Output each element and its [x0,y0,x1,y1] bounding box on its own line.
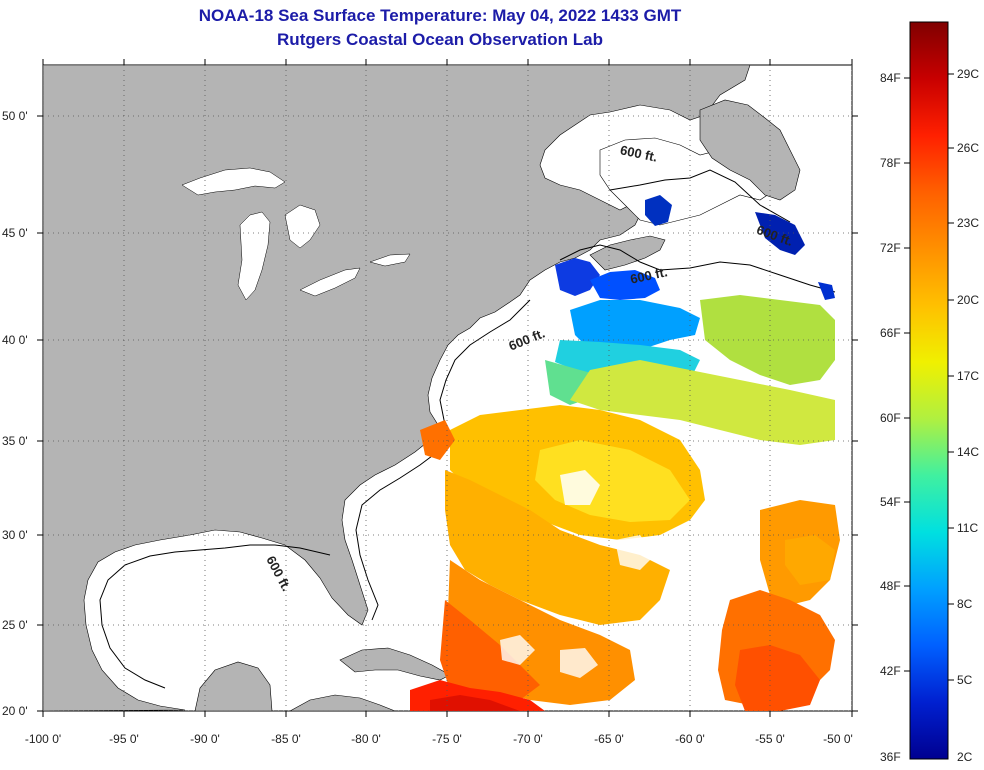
frame-ticks [37,59,858,717]
colorbar-f-label: 84F [880,71,901,85]
nova-scotia [589,235,666,271]
lake-michigan-huron [237,204,321,301]
north-america-land [43,65,751,711]
colorbar-c-label: 29C [957,67,980,81]
x-tick-label: -75 0' [432,732,462,746]
central-america [289,694,396,711]
map-subtitle: Rutgers Coastal Ocean Observation Lab [277,30,603,49]
cuba [339,647,451,681]
colorbar-c-label: 8C [957,597,973,611]
colorbar-f-label: 78F [880,156,901,170]
colorbar-f-label: 60F [880,411,901,425]
colorbar [909,21,949,760]
colorbar-c-label: 5C [957,673,973,687]
yucatan [194,661,273,711]
map-title: NOAA-18 Sea Surface Temperature: May 04,… [198,6,682,25]
colorbar-c-label: 20C [957,293,980,307]
x-tick-label: -55 0' [755,732,785,746]
colorbar-c-label: 2C [957,750,973,764]
x-tick-label: -85 0' [271,732,301,746]
colorbar-ticks [904,73,954,681]
x-tick-label: -70 0' [513,732,543,746]
x-tick-label: -60 0' [675,732,705,746]
y-tick-label: 35 0' [2,434,28,448]
colorbar-c-label: 17C [957,369,980,383]
colorbar-f-label: 42F [880,664,901,678]
y-tick-label: 30 0' [2,528,28,542]
y-tick-label: 40 0' [2,333,28,347]
newfoundland [699,99,801,201]
x-tick-label: -65 0' [594,732,624,746]
x-tick-label: -80 0' [351,732,381,746]
x-tick-label: -50 0' [823,732,853,746]
colorbar-f-label: 66F [880,326,901,340]
colorbar-f-label: 54F [880,495,901,509]
lake-erie-ontario [299,253,411,297]
y-tick-label: 50 0' [2,109,28,123]
x-tick-label: -90 0' [190,732,220,746]
colorbar-f-label: 48F [880,579,901,593]
x-tick-label: -100 0' [24,732,62,746]
colorbar-c-label: 14C [957,445,980,459]
y-tick-label: 45 0' [2,226,28,240]
sst-data-layer [410,195,840,711]
colorbar-c-label: 23C [957,216,980,230]
colorbar-f-label: 36F [880,750,901,764]
y-tick-label: 20 0' [2,704,28,718]
colorbar-c-label: 26C [957,141,980,155]
x-tick-label: -95 0' [109,732,139,746]
colorbar-c-label: 11C [957,521,979,535]
y-tick-label: 25 0' [2,618,28,632]
lake-superior [181,167,286,196]
colorbar-f-label: 72F [880,241,901,255]
